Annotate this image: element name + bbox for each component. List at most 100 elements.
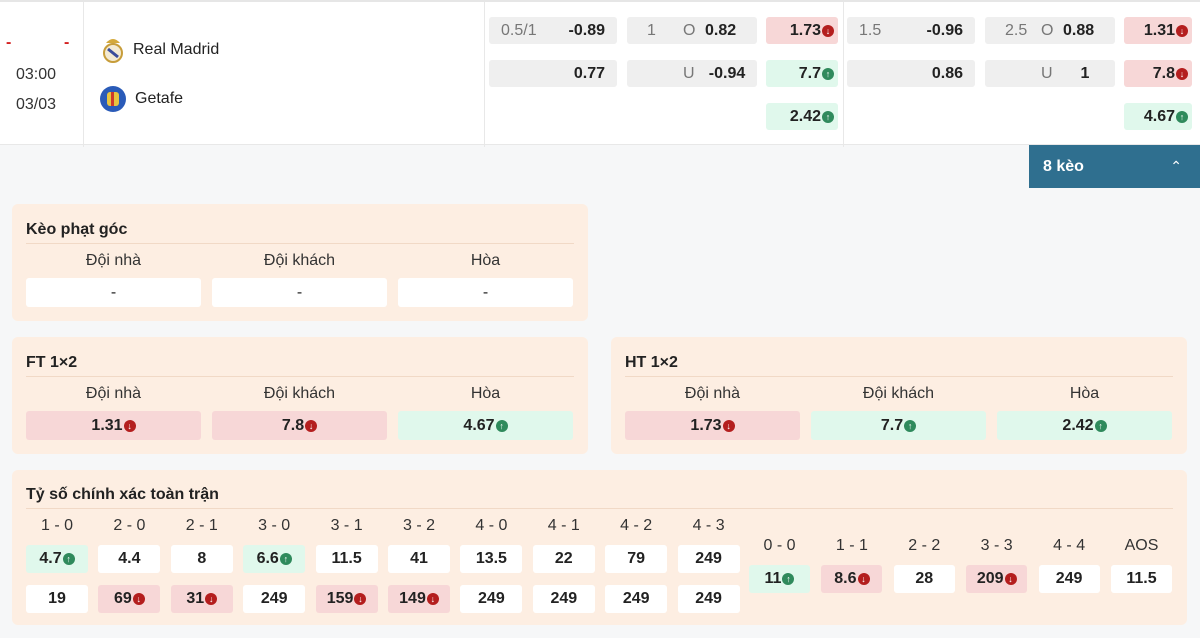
divider bbox=[26, 508, 1173, 509]
odds-value: 11.5 bbox=[331, 550, 362, 567]
odds-value: 159 bbox=[326, 590, 354, 607]
more-odds-button[interactable]: 8 kèo ⌃ bbox=[1029, 145, 1200, 188]
x12-cell[interactable]: 1.31 ↓ bbox=[1124, 17, 1192, 44]
handicap-away-cell[interactable]: 0.86 bbox=[847, 60, 975, 87]
arrow-down-icon: ↓ bbox=[305, 419, 318, 432]
score-odds-cell[interactable]: 13.5 bbox=[460, 545, 523, 573]
score-label: 4 - 3 bbox=[692, 517, 725, 534]
chevron-up-icon: ⌃ bbox=[1170, 158, 1182, 174]
odds-value: 11 bbox=[764, 570, 782, 587]
score-odds-cell[interactable]: 249 bbox=[677, 545, 740, 573]
exact-score-panel: Tỷ số chính xác toàn trận 1 - 0 4.7 ↑ 19 2 -… bbox=[12, 470, 1187, 625]
x12-cell[interactable]: 1.73 ↓ bbox=[766, 17, 838, 44]
score-odds-cell[interactable]: 249 bbox=[243, 585, 306, 613]
handicap-home-cell[interactable]: 0.5/1 -0.89 bbox=[489, 17, 617, 44]
home-score: - bbox=[6, 34, 12, 51]
score-odds-cell[interactable]: 4.4 bbox=[98, 545, 161, 573]
odds-value: 2.42 bbox=[1062, 416, 1094, 434]
odds-cell[interactable]: 4.67 ↑ bbox=[398, 411, 573, 440]
x12-odds: 1.73 bbox=[789, 21, 821, 39]
x12-cell[interactable]: 2.42 ↑ bbox=[766, 103, 838, 130]
over-cell[interactable]: 1 O 0.82 bbox=[627, 17, 757, 44]
score-label: 0 - 0 bbox=[763, 537, 796, 554]
divider bbox=[484, 2, 485, 147]
score-odds-cell[interactable]: 41 bbox=[388, 545, 450, 573]
score-odds-cell[interactable]: 28 bbox=[893, 565, 955, 593]
odds-value: - bbox=[110, 283, 117, 301]
column-header: Đội khách bbox=[263, 385, 336, 402]
away-team[interactable]: Getafe bbox=[99, 85, 183, 113]
score-odds-cell[interactable]: 11.5 bbox=[315, 545, 378, 573]
score-odds-cell[interactable]: 8 bbox=[170, 545, 233, 573]
arrow-down-icon: ↓ bbox=[822, 24, 834, 37]
odds-value: 4.4 bbox=[118, 550, 141, 567]
ht-1x2-panel: HT 1×2 Đội nhà 1.73 ↓ Đội khách 7.7 ↑ Hòa 2.42 ↑ bbox=[611, 337, 1187, 454]
score-odds-cell[interactable]: 8.6 ↓ bbox=[821, 565, 883, 593]
odds-value: 1.31 bbox=[91, 416, 123, 434]
score-odds-cell[interactable]: 209 ↓ bbox=[966, 565, 1028, 593]
arrow-down-icon: ↓ bbox=[132, 593, 145, 605]
arrow-down-icon: ↓ bbox=[857, 573, 870, 585]
handicap-line: 1.5 bbox=[859, 21, 882, 39]
score-odds-cell[interactable]: 11 ↑ bbox=[749, 565, 810, 593]
column-header: Đội khách bbox=[862, 385, 935, 402]
score-odds-cell[interactable]: 69 ↓ bbox=[98, 585, 161, 613]
odds-cell[interactable]: - bbox=[212, 278, 387, 307]
score-odds-cell[interactable]: 4.7 ↑ bbox=[26, 545, 88, 573]
away-score: - bbox=[64, 34, 70, 51]
handicap-away-odds: 0.86 bbox=[931, 64, 963, 82]
score-odds-cell[interactable]: 249 bbox=[532, 585, 595, 613]
odds-cell[interactable]: 7.7 ↑ bbox=[811, 411, 986, 440]
score-odds-cell[interactable]: 159 ↓ bbox=[315, 585, 378, 613]
odds-cell[interactable]: 1.73 ↓ bbox=[625, 411, 800, 440]
odds-cell[interactable]: - bbox=[398, 278, 573, 307]
arrow-up-icon: ↑ bbox=[1094, 419, 1107, 432]
score-odds-cell[interactable]: 19 bbox=[26, 585, 88, 613]
over-cell[interactable]: 2.5 O 0.88 bbox=[985, 17, 1115, 44]
home-team[interactable]: Real Madrid bbox=[101, 35, 219, 65]
odds-cell[interactable]: 1.31 ↓ bbox=[26, 411, 201, 440]
column-header: Đội nhà bbox=[85, 385, 142, 402]
odds-cell[interactable]: 7.8 ↓ bbox=[212, 411, 387, 440]
column-header: Đội nhà bbox=[85, 252, 142, 269]
column-header: Đội khách bbox=[263, 252, 336, 269]
x12-odds: 4.67 bbox=[1143, 107, 1175, 125]
divider bbox=[843, 2, 844, 147]
arrow-up-icon: ↑ bbox=[279, 553, 292, 565]
score-odds-cell[interactable]: 6.6 ↑ bbox=[243, 545, 306, 573]
arrow-up-icon: ↑ bbox=[822, 67, 834, 80]
under-cell[interactable]: U -0.94 bbox=[627, 60, 757, 87]
odds-value: 249 bbox=[695, 550, 722, 567]
score-odds-cell[interactable]: 11.5 bbox=[1111, 565, 1172, 593]
panel-title: HT 1×2 bbox=[625, 354, 678, 371]
x12-cell[interactable]: 4.67 ↑ bbox=[1124, 103, 1192, 130]
score-odds-cell[interactable]: 79 bbox=[605, 545, 668, 573]
odds-value: 4.67 bbox=[463, 416, 495, 434]
under-odds: -0.94 bbox=[708, 64, 746, 82]
handicap-away-cell[interactable]: 0.77 bbox=[489, 60, 617, 87]
divider bbox=[625, 376, 1173, 377]
handicap-home-cell[interactable]: 1.5 -0.96 bbox=[847, 17, 975, 44]
score-odds-cell[interactable]: 22 bbox=[532, 545, 595, 573]
arrow-down-icon: ↓ bbox=[1176, 67, 1188, 80]
x12-cell[interactable]: 7.7 ↑ bbox=[766, 60, 838, 87]
odds-cell[interactable]: - bbox=[26, 278, 201, 307]
column-header: Hòa bbox=[470, 252, 501, 269]
score-odds-cell[interactable]: 249 bbox=[1038, 565, 1100, 593]
odds-value: 1.73 bbox=[690, 416, 722, 434]
arrow-down-icon: ↓ bbox=[722, 419, 735, 432]
x12-cell[interactable]: 7.8 ↓ bbox=[1124, 60, 1192, 87]
score-odds-cell[interactable]: 31 ↓ bbox=[170, 585, 233, 613]
score-odds-cell[interactable]: 249 bbox=[677, 585, 740, 613]
score-odds-cell[interactable]: 249 bbox=[605, 585, 668, 613]
odds-value: 249 bbox=[260, 590, 288, 607]
score-odds-cell[interactable]: 149 ↓ bbox=[388, 585, 450, 613]
under-label: U bbox=[1041, 64, 1053, 82]
odds-value: 149 bbox=[399, 590, 426, 607]
score-odds-cell[interactable]: 249 bbox=[460, 585, 523, 613]
odds-value: 22 bbox=[554, 550, 573, 567]
ft-1x2-panel: FT 1×2 Đội nhà 1.31 ↓ Đội khách 7.8 ↓ Hòa 4.67 ↑ bbox=[12, 337, 588, 454]
odds-cell[interactable]: 2.42 ↑ bbox=[997, 411, 1172, 440]
over-label: O bbox=[1041, 21, 1054, 39]
